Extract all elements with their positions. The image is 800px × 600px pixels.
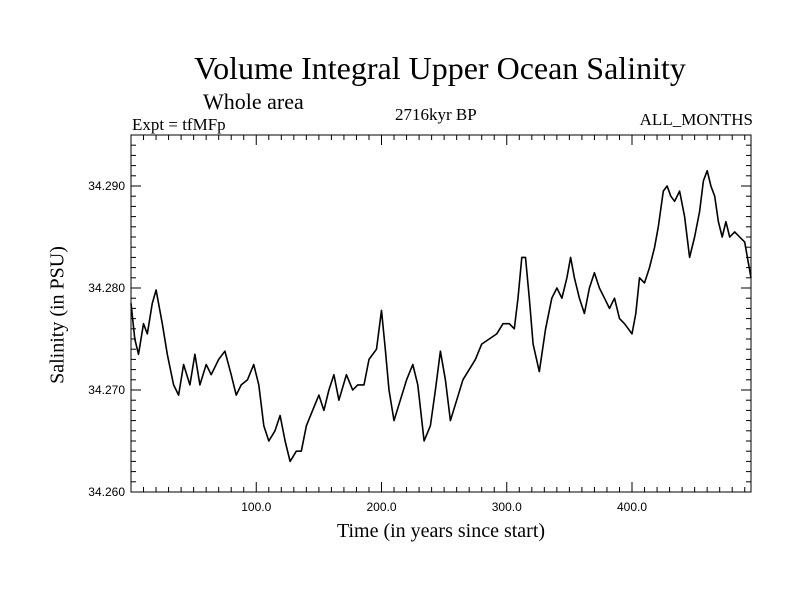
period-label: 2716kyr BP: [395, 105, 477, 124]
x-tick-label: 200.0: [366, 500, 396, 514]
axis-ticks: [131, 135, 751, 492]
months-label: ALL_MONTHS: [639, 110, 753, 129]
y-tick-label: 34.280: [88, 281, 125, 295]
y-tick-label: 34.290: [88, 179, 125, 193]
y-tick-label: 34.270: [88, 383, 125, 397]
chart-subtitle: Whole area: [203, 89, 304, 114]
experiment-label: Expt = tfMFp: [132, 115, 226, 134]
x-tick-label: 400.0: [617, 500, 647, 514]
x-axis-label: Time (in years since start): [336, 520, 546, 542]
chart-title: Volume Integral Upper Ocean Salinity: [194, 50, 686, 86]
y-tick-label: 34.260: [88, 485, 125, 499]
tick-labels: 100.0 200.0 300.0 400.0 34.260 34.270 34.280 34…: [88, 179, 647, 514]
x-tick-label: 100.0: [241, 500, 271, 514]
x-tick-label: 300.0: [492, 500, 522, 514]
salinity-line: [130, 169, 752, 463]
plot-frame: [130, 134, 752, 493]
